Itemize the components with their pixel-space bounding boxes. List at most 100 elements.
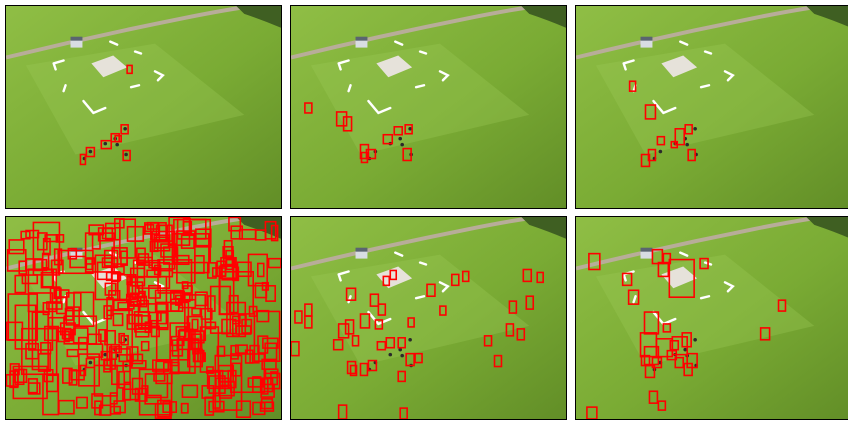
runway-marking (347, 84, 352, 93)
detection-box (6, 321, 24, 341)
detection-box (377, 303, 387, 316)
detection-box (113, 400, 126, 414)
detection-box (264, 220, 277, 240)
detection-box (231, 315, 241, 325)
detection-box (98, 328, 107, 342)
detection-box (66, 348, 79, 358)
detection-box (104, 282, 117, 296)
detection-box (170, 335, 185, 347)
panel-bottom-middle (290, 216, 567, 420)
detection-box (114, 345, 122, 354)
detection-box (114, 134, 122, 143)
building (355, 39, 368, 48)
detection-box (674, 127, 686, 146)
detection-box (28, 292, 54, 351)
detection-box (194, 291, 208, 307)
detection-box (235, 400, 252, 418)
landing-pad (376, 266, 413, 289)
detection-box (67, 247, 78, 260)
detection-box (41, 252, 50, 269)
detection-box (36, 232, 48, 251)
detection-box (405, 352, 415, 367)
detection-box (426, 283, 436, 298)
detection-box (147, 311, 162, 322)
runway-marking (347, 295, 352, 304)
landing-pad (661, 266, 698, 289)
detection-box (382, 275, 391, 287)
detection-box (12, 365, 48, 400)
runway-marking (82, 99, 107, 115)
detection-box (367, 359, 378, 372)
runway-marking (414, 84, 426, 89)
runway-marking (438, 70, 450, 82)
detection-box (230, 344, 239, 360)
detection-box (100, 139, 113, 150)
detection-box (759, 327, 771, 341)
detection-box (261, 281, 269, 291)
ground-object (88, 360, 93, 365)
mowed-area (25, 43, 245, 155)
mowed-area (595, 254, 815, 366)
runway-marking (394, 251, 428, 266)
grass-field (291, 6, 566, 208)
detection-box (160, 243, 178, 258)
detection-box (73, 291, 95, 327)
detection-box (662, 252, 672, 265)
detection-box (247, 253, 268, 287)
detection-box (687, 148, 696, 162)
detection-box (264, 342, 278, 361)
detection-box (699, 257, 709, 270)
detection-box (78, 353, 100, 387)
detection-box (136, 261, 171, 289)
aerial-image (291, 6, 566, 208)
detection-box (253, 310, 281, 362)
runway-marking (438, 281, 450, 293)
detection-box (174, 294, 183, 306)
detection-box (461, 270, 470, 283)
detection-box (144, 394, 162, 405)
detection-box (190, 330, 205, 344)
landing-pad (661, 55, 698, 78)
detection-box (397, 370, 406, 383)
detection-box (344, 319, 355, 335)
detection-box (656, 135, 666, 146)
aerial-image (576, 6, 848, 208)
detection-box (332, 338, 344, 351)
detection-box (508, 300, 518, 314)
detection-box (374, 319, 384, 330)
detection-box (91, 393, 104, 409)
tree-line (806, 6, 848, 27)
detection-box (14, 274, 27, 294)
detection-box (270, 371, 279, 386)
detection-box (100, 350, 113, 361)
runway-marking (414, 295, 426, 300)
detection-box (104, 329, 116, 346)
detection-box (586, 406, 598, 419)
ground-object (103, 352, 108, 357)
detection-box (228, 294, 239, 314)
runway-marking (394, 40, 428, 55)
detection-box (59, 322, 76, 336)
detection-box (53, 248, 63, 266)
detection-box (106, 309, 134, 367)
detection-box (68, 369, 78, 386)
panel-bottom-left (5, 216, 282, 420)
detection-box (536, 271, 544, 284)
detection-box (42, 373, 60, 416)
detection-box (148, 284, 161, 299)
detection-box (681, 332, 692, 348)
detection-box (359, 143, 370, 160)
detection-box (657, 400, 667, 411)
tree-line (806, 217, 848, 238)
detection-box (402, 147, 412, 162)
detection-box (640, 354, 651, 367)
detection-box (267, 257, 281, 269)
detection-box (94, 254, 113, 301)
tree-line (521, 217, 566, 239)
detection-box (349, 364, 358, 377)
runway-marking (723, 70, 735, 82)
aerial-image (6, 217, 281, 419)
detection-box (628, 80, 637, 92)
detection-box (151, 230, 176, 270)
building (70, 39, 83, 48)
